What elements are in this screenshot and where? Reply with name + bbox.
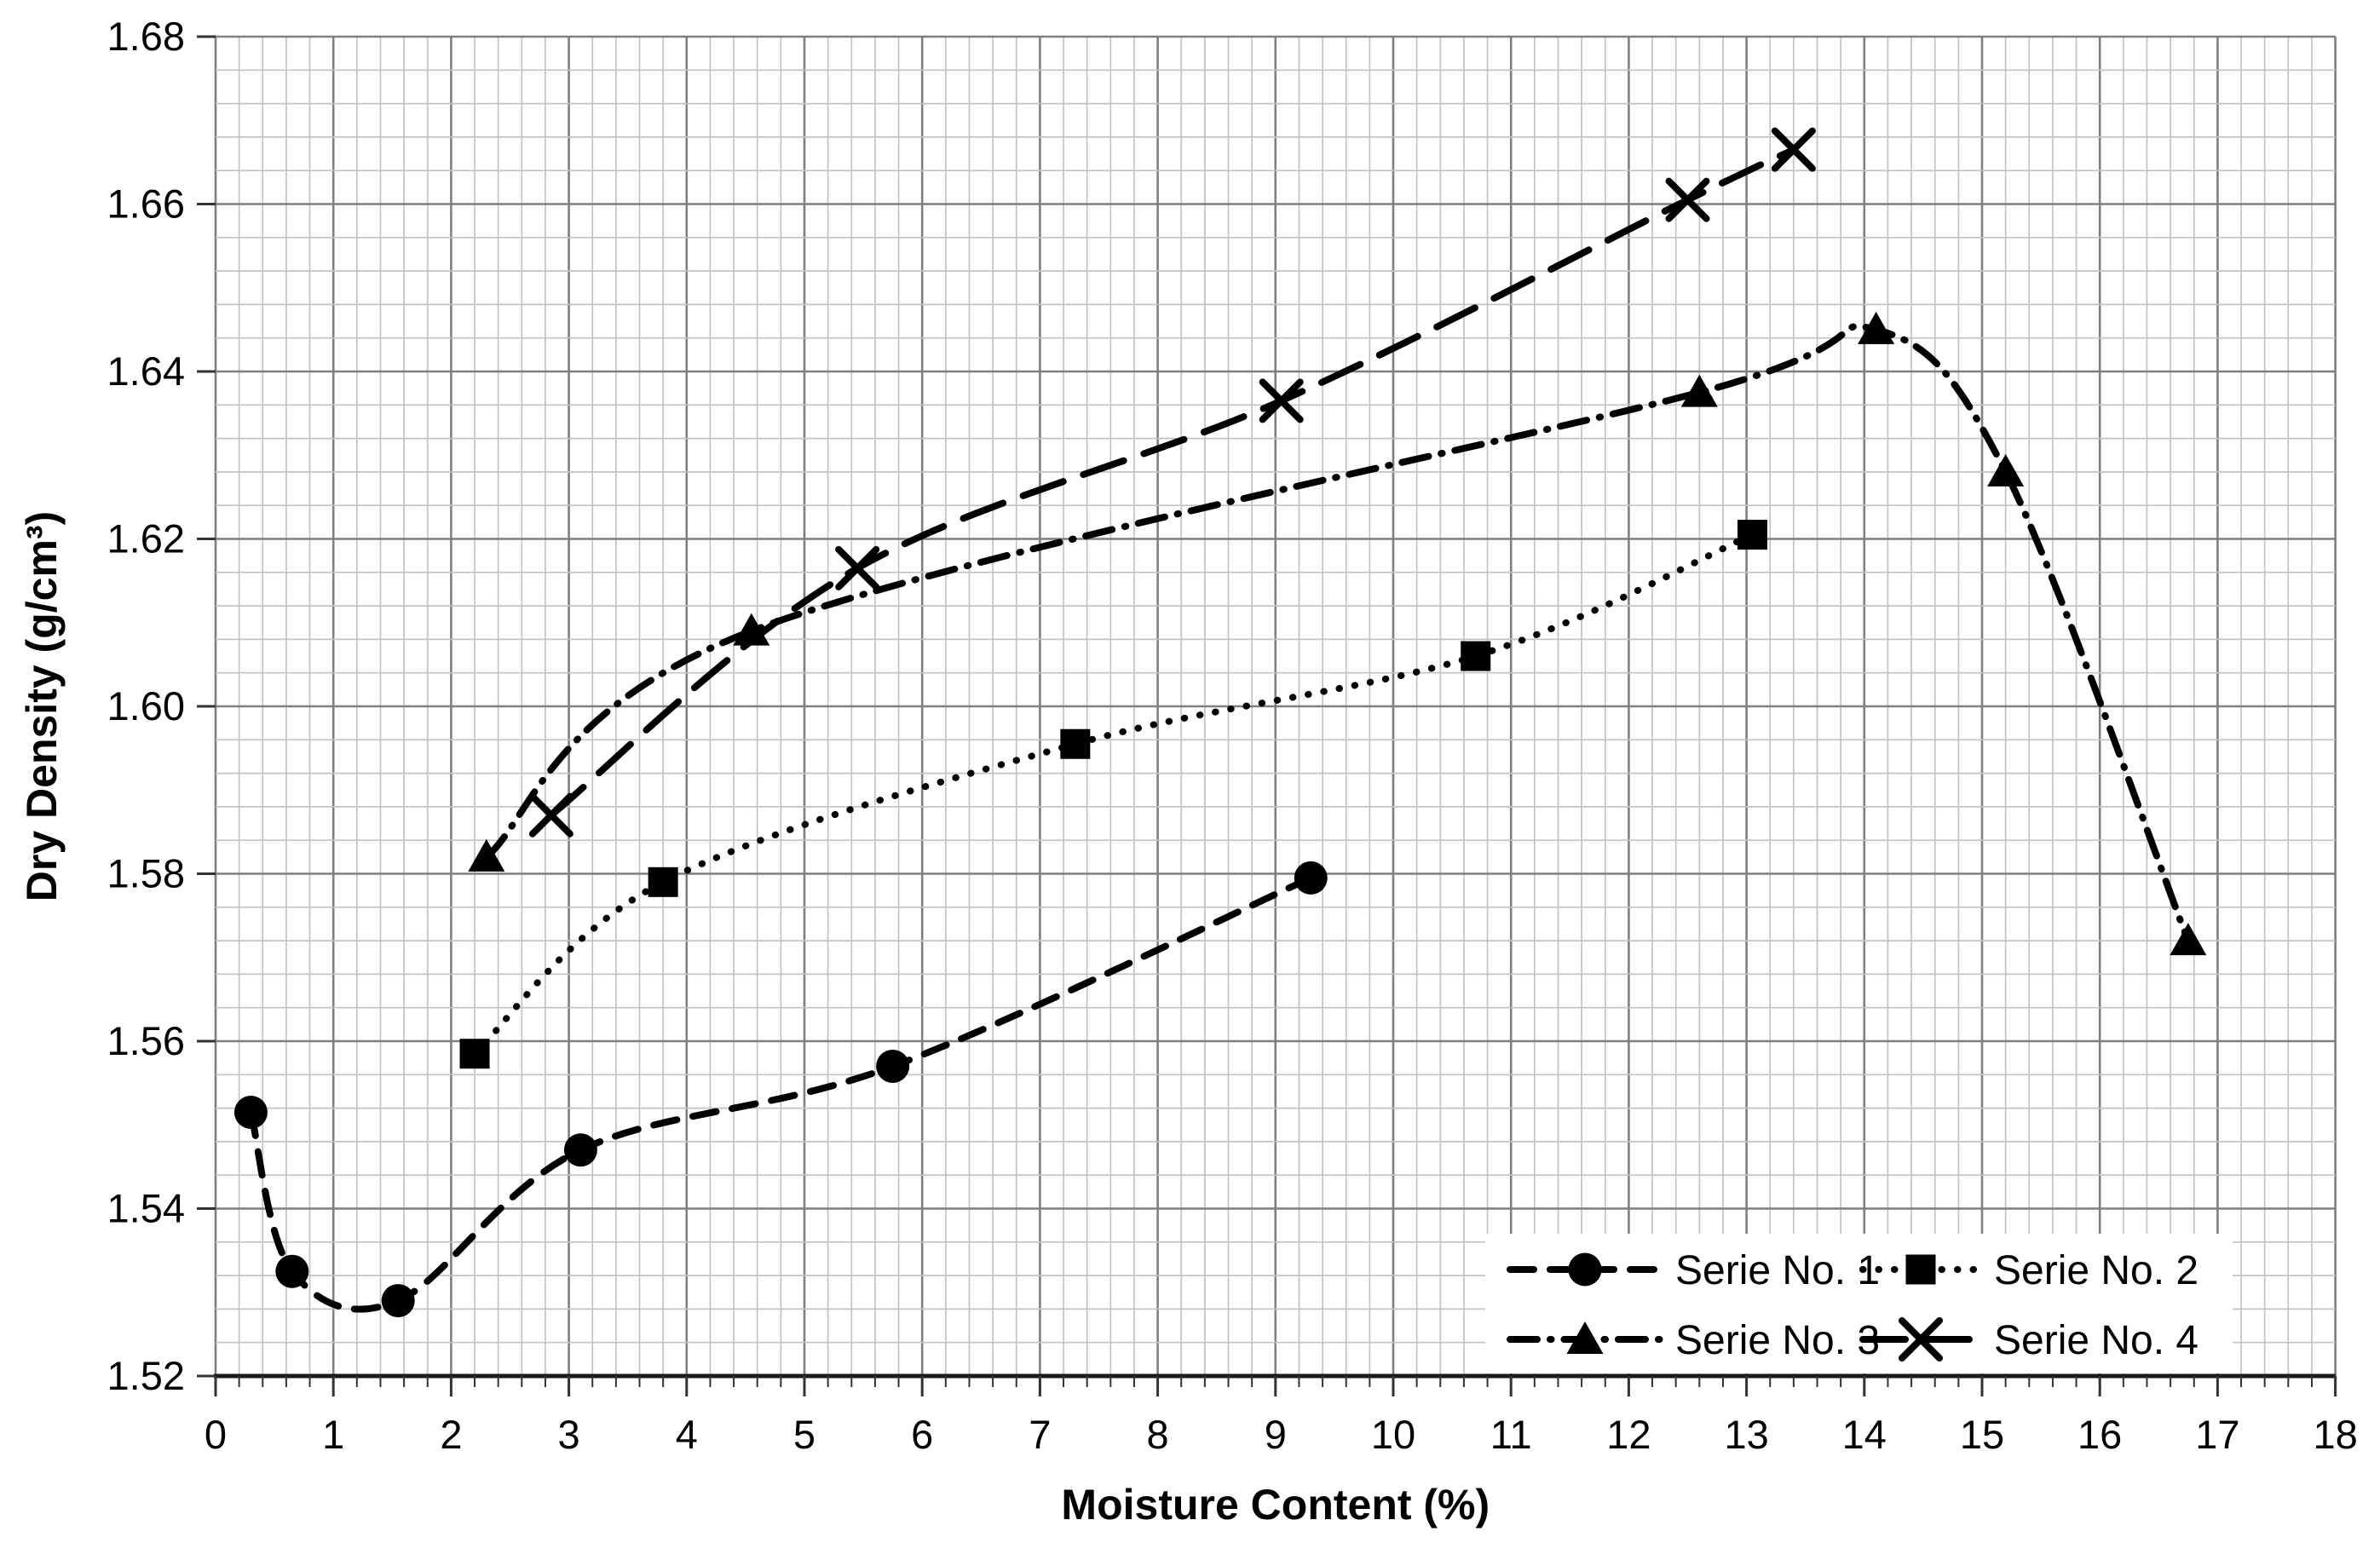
- x-tick-label: 5: [793, 1412, 815, 1457]
- y-tick-label: 1.58: [107, 851, 185, 896]
- series-marker-x: [1665, 177, 1710, 222]
- series-marker-circle: [381, 1284, 415, 1318]
- y-tick-label: 1.66: [107, 181, 185, 227]
- legend-box: [1485, 1234, 2233, 1373]
- series-marker-square: [648, 866, 678, 897]
- legend-item-label: Serie No. 4: [1994, 1318, 2198, 1363]
- series-marker-circle: [876, 1049, 910, 1083]
- series-marker-x: [1899, 1317, 1943, 1362]
- series-marker-square: [459, 1039, 490, 1069]
- legend-item-2: Serie No. 2: [1859, 1248, 2198, 1293]
- series-marker-x: [1259, 378, 1304, 423]
- legend-item-4: Serie No. 4: [1859, 1317, 2198, 1363]
- legend-item-label: Serie No. 3: [1675, 1318, 1880, 1363]
- series-marker-x: [1771, 127, 1816, 172]
- series-line: [482, 322, 2192, 945]
- y-tick-label: 1.62: [107, 516, 185, 561]
- series-marker-x: [835, 545, 880, 590]
- y-tick-labels: 1.52 1.54 1.56 1.58 1.60 1.62 1.64 1.66 1.68: [107, 14, 185, 1398]
- series-marker-triangle: [1987, 453, 2025, 487]
- x-tick-label: 9: [1265, 1412, 1287, 1457]
- series-serie-no-2: [459, 520, 1768, 1069]
- y-tick-label: 1.68: [107, 14, 185, 59]
- series-marker-triangle: [1680, 374, 1718, 407]
- x-tick-label: 13: [1724, 1412, 1768, 1457]
- series-marker-circle: [1568, 1252, 1602, 1287]
- x-tick-label: 11: [1490, 1412, 1532, 1457]
- y-tick-label: 1.60: [107, 683, 185, 728]
- series-serie-no-4: [528, 127, 1816, 838]
- legend-item-label: Serie No. 2: [1994, 1248, 2198, 1293]
- x-tick-label: 1: [322, 1412, 344, 1457]
- series-marker-circle: [1294, 861, 1328, 895]
- x-tick-label: 15: [1960, 1412, 2004, 1457]
- series-marker-square: [1060, 728, 1091, 759]
- series-marker-x: [528, 792, 573, 838]
- series-marker-circle: [563, 1133, 597, 1167]
- x-tick-label: 0: [205, 1412, 227, 1457]
- y-axis-title: Dry Density (g/cm³): [18, 511, 66, 901]
- legend-item-label: Serie No. 1: [1675, 1248, 1880, 1293]
- x-tick-label: 8: [1147, 1412, 1169, 1457]
- series-marker-triangle: [1566, 1321, 1604, 1354]
- legend: Serie No. 1 Serie No. 2 Serie No. 3 Serie N…: [1485, 1234, 2233, 1373]
- x-tick-label: 4: [676, 1412, 698, 1457]
- legend-item-3: Serie No. 3: [1507, 1318, 1880, 1363]
- x-tick-label: 12: [1606, 1412, 1651, 1457]
- y-tick-label: 1.64: [107, 348, 185, 394]
- series-serie-no-3: [468, 311, 2207, 956]
- gridlines: [214, 35, 2337, 1378]
- x-tick-label: 3: [558, 1412, 580, 1457]
- x-tick-label: 6: [911, 1412, 933, 1457]
- legend-item-1: Serie No. 1: [1507, 1248, 1880, 1293]
- series-marker-square: [1737, 520, 1768, 550]
- x-tick-label: 16: [2077, 1412, 2122, 1457]
- x-tick-labels: 0 1 2 3 4 5 6 7 8 9 10 11 12 13 14 15 16 17 18: [205, 1412, 2358, 1457]
- y-tick-label: 1.52: [107, 1353, 185, 1398]
- series-marker-circle: [275, 1254, 309, 1288]
- x-tick-label: 2: [440, 1412, 462, 1457]
- series-marker-circle: [233, 1096, 268, 1130]
- y-tick-label: 1.54: [107, 1186, 185, 1231]
- series-marker-square: [1905, 1254, 1936, 1285]
- series-marker-square: [1461, 641, 1491, 671]
- series-marker-triangle: [2170, 923, 2207, 956]
- series-marker-triangle: [468, 838, 505, 872]
- x-tick-label: 18: [2313, 1412, 2357, 1457]
- x-tick-label: 10: [1371, 1412, 1415, 1457]
- y-tick-label: 1.56: [107, 1018, 185, 1063]
- x-tick-label: 14: [1842, 1412, 1887, 1457]
- series-serie-no-1: [233, 861, 1328, 1318]
- x-axis-title: Moisture Content (%): [1061, 1481, 1490, 1529]
- series-marker-triangle: [1858, 311, 1895, 344]
- x-tick-label: 7: [1029, 1412, 1051, 1457]
- x-tick-label: 17: [2195, 1412, 2239, 1457]
- axes: [197, 35, 2337, 1396]
